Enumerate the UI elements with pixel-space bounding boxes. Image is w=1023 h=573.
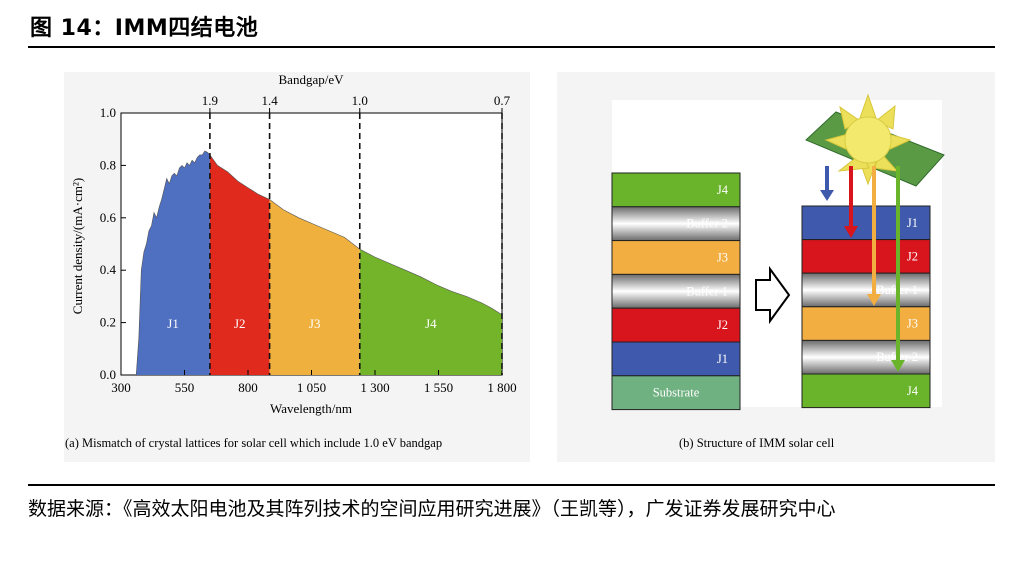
layer-buffer-2 xyxy=(801,339,931,375)
layer-label-j4: J4 xyxy=(717,183,729,197)
y-tick-label: 1.0 xyxy=(100,105,116,120)
bottom-rule xyxy=(28,484,995,486)
layer-label-j1: J1 xyxy=(907,216,918,230)
diagram-caption: (b) Structure of IMM solar cell xyxy=(679,436,835,450)
figure-title: 图 14：IMM四结电池 xyxy=(30,16,259,41)
red-arrow-head xyxy=(844,226,858,238)
transform-arrow-icon xyxy=(755,265,791,325)
blue-arrow-head xyxy=(820,190,834,201)
x-tick-label: 550 xyxy=(175,380,195,395)
bandgap-tick-label-1.0: 1.0 xyxy=(352,93,368,108)
layer-label-j2: J2 xyxy=(717,318,728,332)
chart-layer: J1 J2 J3 J4 1.9 1.4 1.0 0.7 300 550 800 1 050 1 300 1… xyxy=(100,93,517,395)
layer-j1 xyxy=(611,341,741,377)
x-tick-label: 1 550 xyxy=(424,380,453,395)
layer-label-buffer-2: Buffer 2 xyxy=(686,217,728,231)
sun-icon xyxy=(805,93,945,187)
series-label-j2: J2 xyxy=(234,316,246,331)
top-rule xyxy=(28,46,995,48)
layer-label-j4: J4 xyxy=(907,384,919,398)
layer-label-j3: J3 xyxy=(907,317,918,331)
series-area-j3 xyxy=(269,199,360,375)
source-note: 数据来源：《高效太阳电池及其阵列技术的空间应用研究进展》（王凯等），广发证券发展… xyxy=(28,498,836,520)
bandgap-tick-label-1.4: 1.4 xyxy=(261,93,278,108)
x-tick-label: 1 300 xyxy=(360,380,389,395)
layer-label-j2: J2 xyxy=(907,249,918,263)
y-tick-label: 0.8 xyxy=(100,157,116,172)
figure-canvas: J1 J2 J3 J4 1.9 1.4 1.0 0.7 300 550 800 1 050 1 300 1… xyxy=(64,72,995,462)
x-tick-label: 800 xyxy=(238,380,258,395)
bandgap-tick-label-1.9: 1.9 xyxy=(202,93,218,108)
y-axis-label: Current density/(mA·cm²) xyxy=(70,178,85,314)
layer-substrate xyxy=(611,375,741,411)
y-tick-label: 0.6 xyxy=(100,210,117,225)
series-label-j4: J4 xyxy=(425,316,437,331)
layer-j4 xyxy=(801,373,931,409)
series-area-j4 xyxy=(359,249,502,375)
layer-label-buffer-1: Buffer 1 xyxy=(686,284,728,298)
series-area-j1 xyxy=(136,151,210,375)
series-label-j1: J1 xyxy=(167,316,179,331)
layer-buffer-1 xyxy=(801,272,931,308)
x-tick-label: 1 050 xyxy=(297,380,326,395)
orange-arrow-head xyxy=(867,294,881,306)
series-area-j2 xyxy=(209,154,270,375)
x-tick-label: 300 xyxy=(111,380,131,395)
y-tick-label: 0.2 xyxy=(100,315,116,330)
layer-buffer-1 xyxy=(611,273,741,309)
chart-caption: (a) Mismatch of crystal lattices for sol… xyxy=(65,436,442,450)
green-arrow-head xyxy=(891,360,905,372)
y-tick-label: 0.0 xyxy=(100,367,116,382)
spectrum-outline xyxy=(135,150,503,376)
layer-j2 xyxy=(611,307,741,343)
layer-label-substrate: Substrate xyxy=(653,386,700,400)
layer-label-j1: J1 xyxy=(717,352,728,366)
layer-j2 xyxy=(801,239,931,274)
layer-j3 xyxy=(611,240,741,275)
x-axis-label: Wavelength/nm xyxy=(270,401,352,416)
bandgap-tick-label-0.7: 0.7 xyxy=(494,93,511,108)
layer-buffer-2 xyxy=(611,206,741,242)
layer-label-j3: J3 xyxy=(717,251,728,265)
layer-j4 xyxy=(611,172,741,208)
series-label-j3: J3 xyxy=(309,316,321,331)
top-axis-label: Bandgap/eV xyxy=(279,72,345,87)
y-tick-label: 0.4 xyxy=(100,262,117,277)
left-layer-stack: J4 Buffer 2 J3 Buffer 1 J2 J1 Substrate xyxy=(611,172,741,411)
x-tick-label: 1 800 xyxy=(487,380,516,395)
